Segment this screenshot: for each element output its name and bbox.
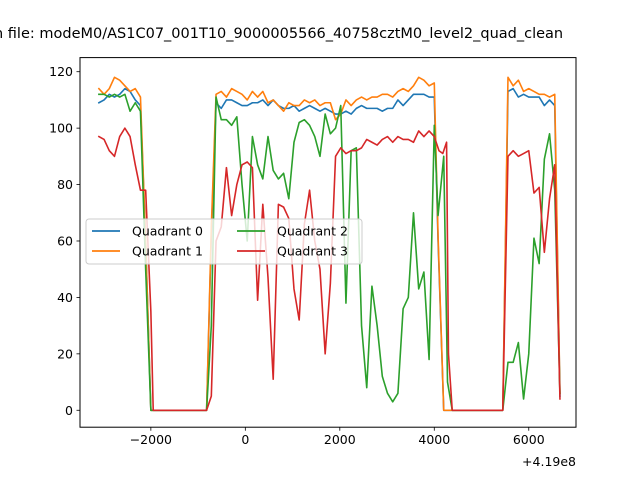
x-axis-offset-label: +4.19e8 — [522, 454, 576, 469]
series-layer — [97, 76, 561, 412]
x-tick-label: 0 — [241, 432, 249, 447]
y-tick-label: 120 — [49, 64, 73, 79]
x-tick-label: 6000 — [513, 432, 545, 447]
legend-label-quadrant-0: Quadrant 0 — [132, 224, 203, 239]
x-tick-label: 4000 — [418, 432, 450, 447]
legend-label-quadrant-2: Quadrant 2 — [277, 224, 348, 239]
legend-label-quadrant-3: Quadrant 3 — [277, 244, 348, 259]
plot-frame — [79, 57, 577, 428]
y-tick-label: 0 — [65, 403, 73, 418]
chart-title: n file: modeM0/AS1C07_001T10_9000005566_… — [0, 26, 563, 42]
y-tick-label: 60 — [57, 233, 73, 248]
series-line-quadrant-3 — [97, 127, 561, 412]
y-tick-label: 40 — [57, 290, 73, 305]
x-tick-label: −2000 — [130, 432, 172, 447]
y-tick-label: 100 — [49, 121, 73, 136]
y-tick-label: 20 — [57, 346, 73, 361]
y-tick-label: 80 — [57, 177, 73, 192]
legend: Quadrant 0 Quadrant 1 Quadrant 2 Quadrant 3 — [85, 218, 363, 265]
legend-label-quadrant-1: Quadrant 1 — [132, 244, 203, 259]
axes-layer: −2000 0 2000 4000 6000 0 20 40 60 80 100 120 — [49, 64, 545, 447]
legend-box — [85, 218, 363, 265]
x-tick-label: 2000 — [324, 432, 356, 447]
